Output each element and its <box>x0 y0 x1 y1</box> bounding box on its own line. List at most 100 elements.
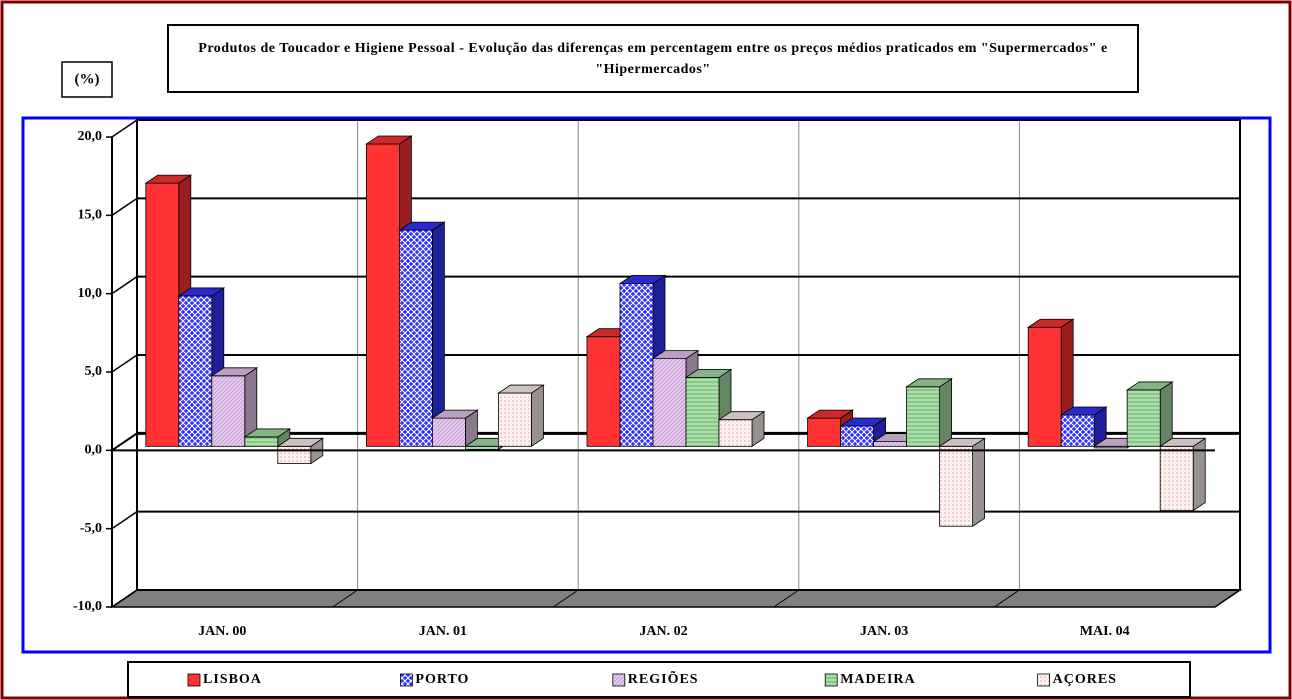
bar-top <box>1125 381 1174 391</box>
bar-front <box>807 417 841 447</box>
bar-front <box>873 441 907 447</box>
bar-top <box>806 409 854 419</box>
bar-front <box>906 386 940 447</box>
y-label-box <box>61 61 113 98</box>
bar-side <box>1159 381 1173 448</box>
x-tick-label: JAN. 03 <box>860 624 908 639</box>
bar-front <box>619 282 654 447</box>
title-box <box>167 24 1139 93</box>
bar <box>210 367 259 448</box>
x-tick-label: JAN. 00 <box>198 624 246 639</box>
bar-front <box>145 182 180 447</box>
bar-top <box>365 135 413 145</box>
zero-side-line <box>111 432 138 452</box>
bar <box>497 384 545 448</box>
y-axis-label: (%) <box>75 71 100 87</box>
bar-top <box>1158 437 1207 447</box>
bar-front <box>685 376 720 447</box>
bar-front <box>497 392 532 447</box>
x-tick-label: JAN. 01 <box>419 624 467 639</box>
bar-front <box>398 229 433 447</box>
bar-top <box>398 221 446 231</box>
bar-top <box>276 437 325 447</box>
x-tick-label: JAN. 02 <box>639 624 687 639</box>
bar-front <box>1027 326 1062 447</box>
bar-top <box>651 350 700 360</box>
bar <box>1026 318 1075 448</box>
legend-swatch <box>399 673 413 687</box>
bar <box>938 437 986 527</box>
bar-top <box>717 411 766 421</box>
bar-top <box>144 174 193 184</box>
legend-swatch <box>1037 673 1050 687</box>
bar-top <box>1026 318 1075 328</box>
legend-box <box>127 661 1191 698</box>
bar-front <box>1126 389 1161 447</box>
bar-front <box>464 445 499 450</box>
bar-front <box>586 336 621 447</box>
plot-border <box>21 116 1272 654</box>
bar <box>1059 406 1108 448</box>
legend-label: REGIÕES <box>628 669 699 687</box>
bar-top <box>243 428 292 438</box>
bar-top <box>431 409 479 419</box>
legend-label: PORTO <box>415 672 469 687</box>
floor-divider <box>332 589 358 608</box>
bar-top <box>618 274 667 284</box>
side-grid-line <box>111 197 138 216</box>
bar-front <box>939 445 973 527</box>
y-tick-label: -5,0 <box>80 521 102 536</box>
bar <box>431 409 479 448</box>
x-tick-label: MAI. 04 <box>1080 624 1130 639</box>
bar-side <box>1192 437 1206 512</box>
legend-swatch <box>612 673 626 687</box>
bar-front <box>365 143 400 447</box>
bar-top <box>938 437 986 447</box>
bar-front <box>840 425 874 447</box>
bar-front <box>1159 445 1194 511</box>
bar-top <box>177 287 226 297</box>
side-grid-line <box>111 276 138 295</box>
bar <box>717 410 766 448</box>
bar <box>1125 381 1174 448</box>
bar <box>398 221 446 448</box>
side-grid-line <box>111 354 138 373</box>
bar-front <box>431 417 466 447</box>
side-grid-line <box>111 511 138 530</box>
y-tick-label: 15,0 <box>78 208 103 223</box>
bar-top <box>839 417 887 427</box>
bar-front <box>244 436 279 447</box>
legend-swatch <box>187 673 201 687</box>
floor-divider <box>773 589 800 608</box>
side-grid-line <box>111 119 138 138</box>
legend-label: AÇORES <box>1053 672 1117 687</box>
bar-top <box>497 384 545 394</box>
legend-label: LISBOA <box>203 672 262 687</box>
chart-title: Produtos de Toucador e Higiene Pessoal -… <box>198 41 1108 77</box>
y-tick-label: 10,0 <box>78 286 103 301</box>
bar-side <box>939 378 952 448</box>
legend-swatch <box>824 673 838 687</box>
bar <box>905 378 953 448</box>
bar-front <box>277 445 312 464</box>
floor-divider <box>552 589 579 608</box>
bar-top <box>1059 406 1108 416</box>
legend-label: MADEIRA <box>840 672 915 687</box>
floor <box>109 589 1243 608</box>
bar-front <box>211 375 246 447</box>
bar <box>243 428 292 448</box>
y-tick-label: -10,0 <box>73 599 102 614</box>
y-tick-label: 5,0 <box>85 364 103 379</box>
bar-side <box>531 384 544 448</box>
bar-top <box>210 367 259 377</box>
y-tick-label: 0,0 <box>85 443 103 458</box>
bar-front <box>652 358 687 447</box>
floor-divider <box>994 589 1020 608</box>
bar-front <box>1060 414 1095 447</box>
y-tick-label: 20,0 <box>78 129 103 144</box>
title-wrap: Produtos de Toucador e Higiene Pessoal -… <box>198 41 1108 77</box>
bar-top <box>684 368 733 378</box>
bar <box>1158 437 1207 512</box>
